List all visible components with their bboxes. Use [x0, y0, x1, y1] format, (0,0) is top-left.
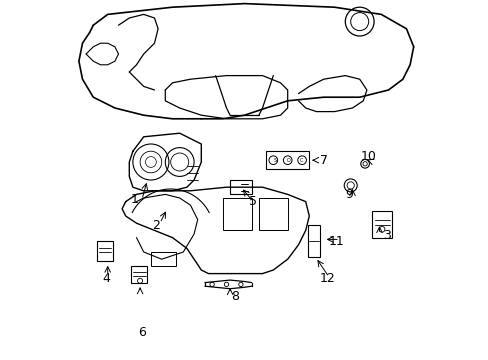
- Text: 8: 8: [231, 291, 239, 303]
- Text: 11: 11: [328, 235, 344, 248]
- Text: C: C: [300, 158, 303, 163]
- Text: 6: 6: [138, 327, 145, 339]
- Text: 2: 2: [152, 219, 160, 231]
- Text: 5: 5: [249, 195, 257, 208]
- Text: O: O: [286, 158, 290, 163]
- Text: 7: 7: [319, 154, 327, 167]
- Text: S: S: [273, 158, 276, 163]
- Text: 12: 12: [319, 273, 334, 285]
- Text: 10: 10: [360, 150, 376, 163]
- Text: 4: 4: [102, 273, 110, 285]
- Text: 3: 3: [382, 229, 390, 242]
- Text: 1: 1: [130, 193, 139, 206]
- Text: 9: 9: [344, 188, 352, 201]
